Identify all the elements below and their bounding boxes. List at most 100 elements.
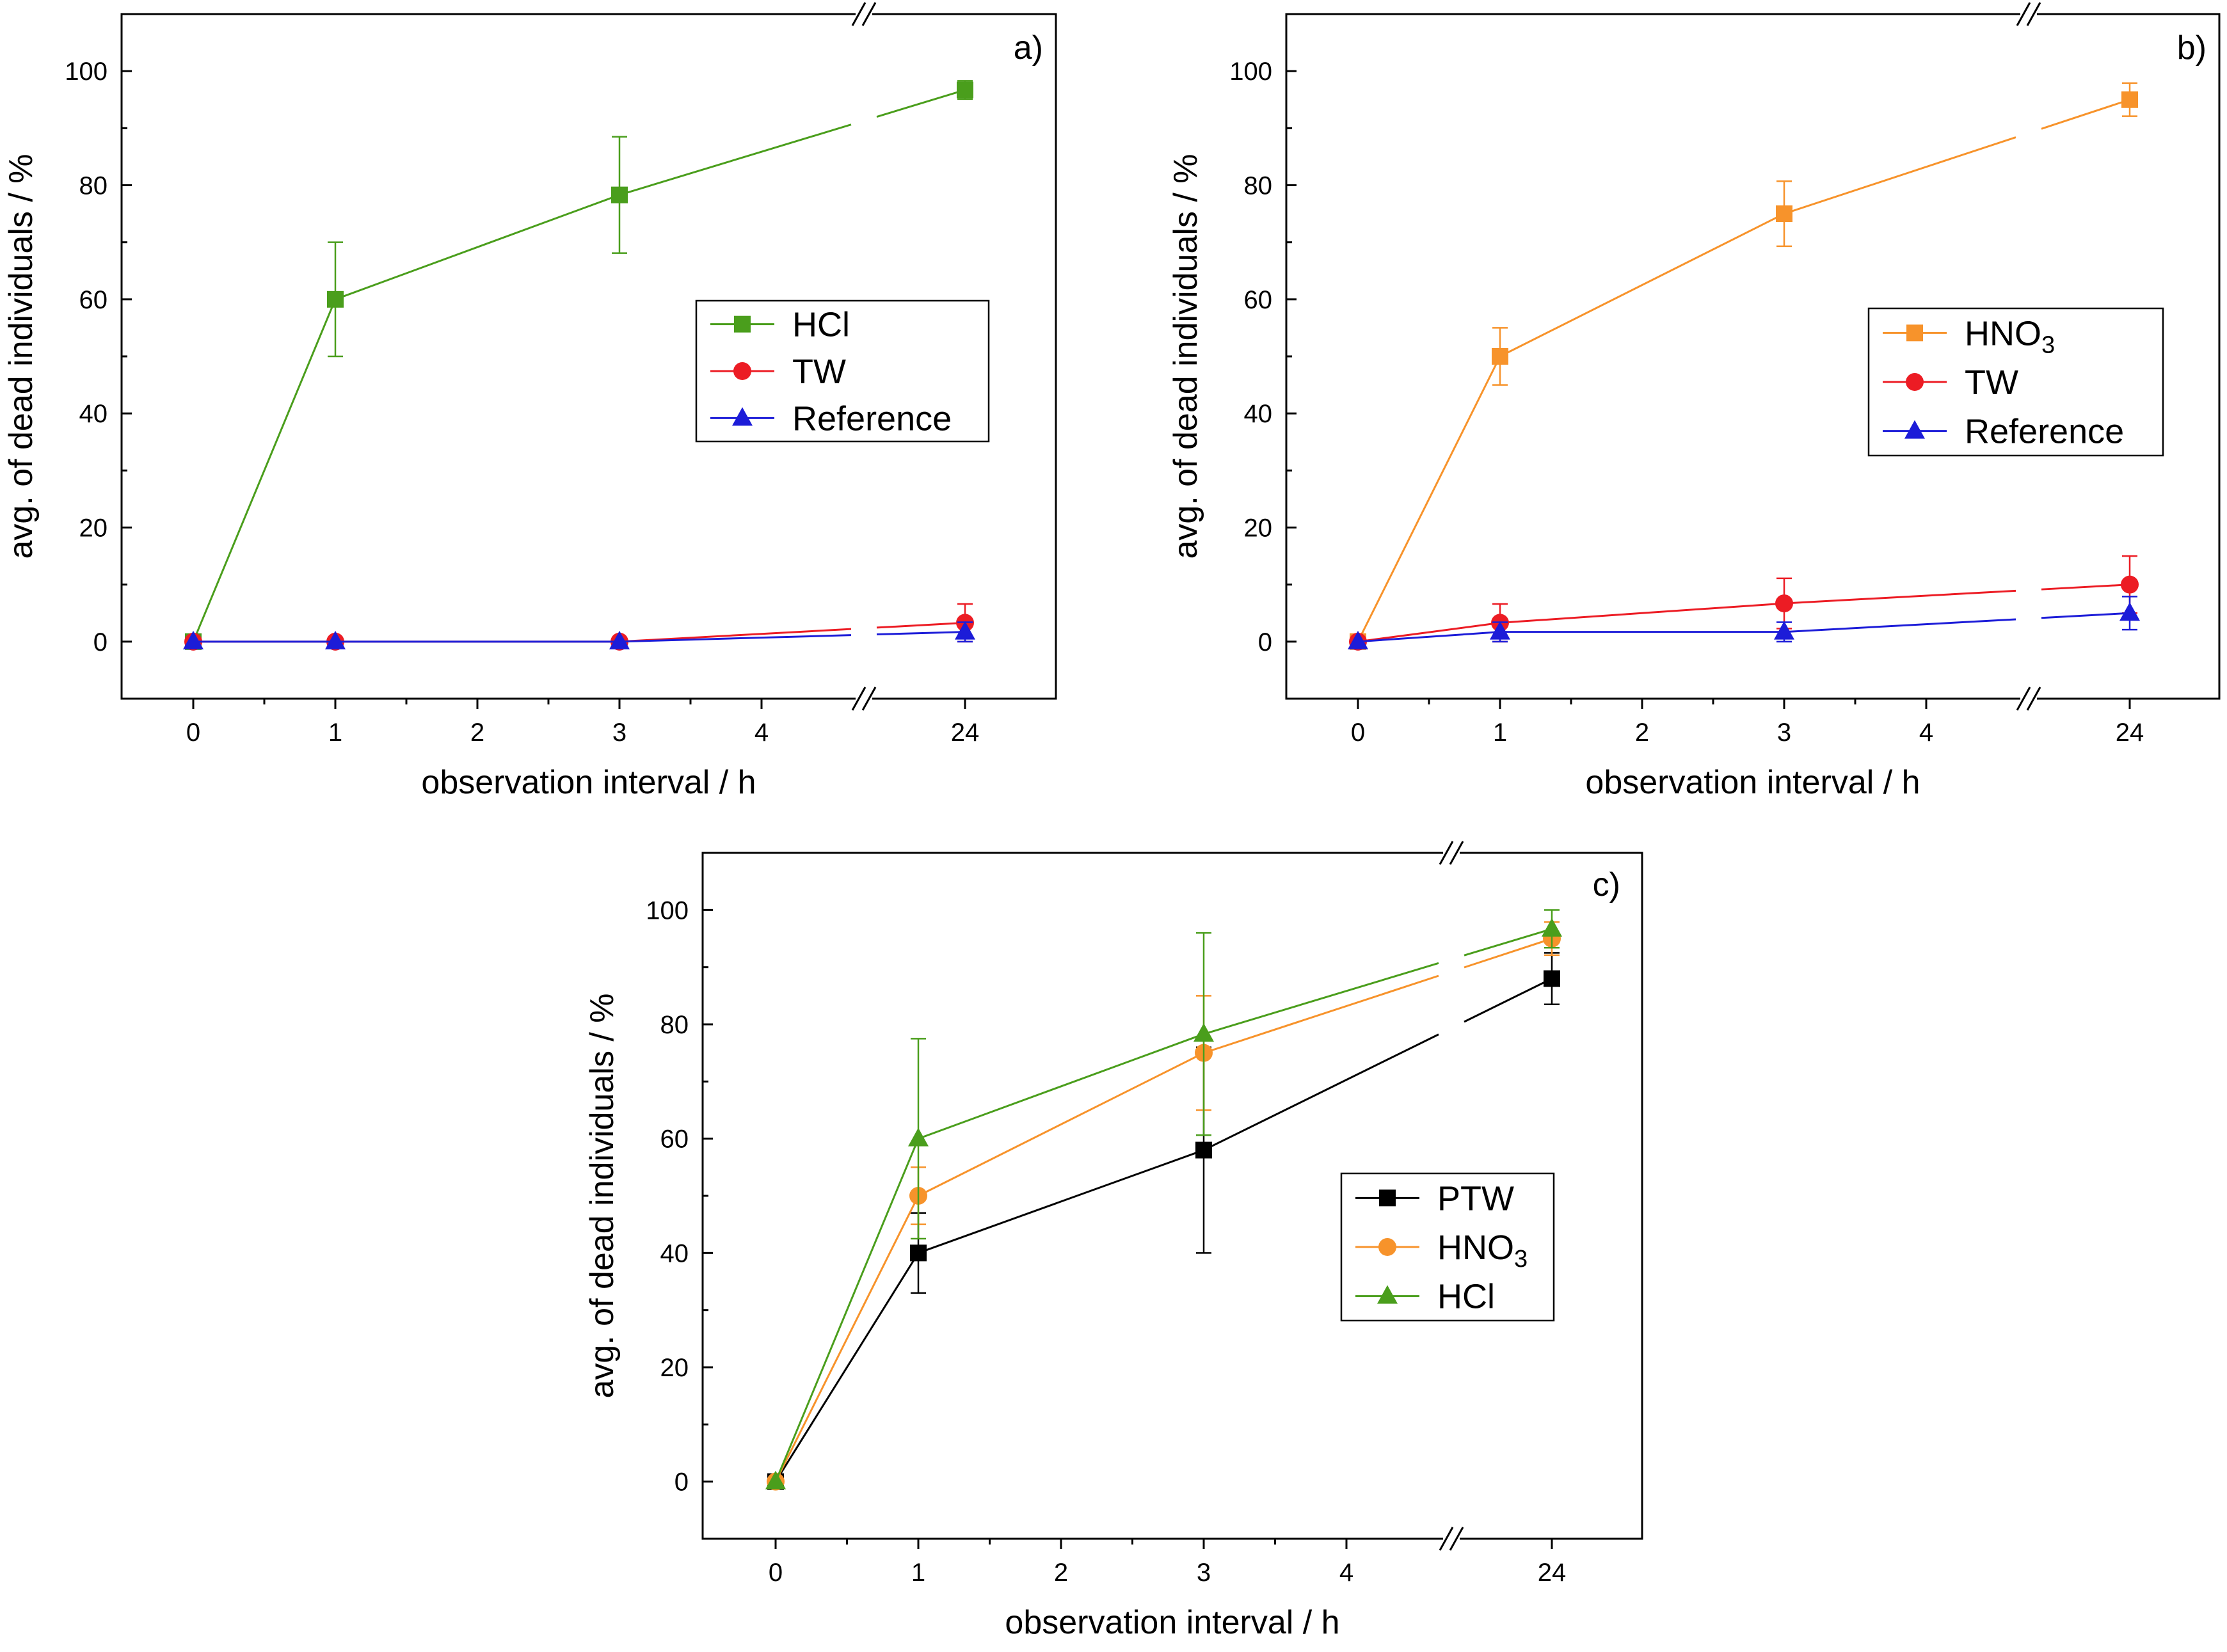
data-point (611, 186, 628, 203)
legend-marker (732, 407, 753, 426)
axis-break-mark (2026, 2, 2041, 26)
series-line (918, 1149, 1204, 1254)
data-point (327, 290, 344, 308)
y-tick-label: 100 (646, 896, 689, 925)
x-tick-label: 3 (612, 719, 627, 747)
data-point (1490, 621, 1510, 640)
series-line (876, 621, 966, 629)
data-point (908, 1127, 929, 1147)
axis-break-mark (861, 687, 877, 711)
series-tw (184, 603, 974, 651)
y-tick-label: 20 (660, 1354, 689, 1382)
x-axis-label: observation interval / h (421, 764, 756, 801)
series-line (1499, 212, 1785, 358)
y-tick-label: 100 (65, 58, 108, 86)
data-point (183, 630, 204, 649)
y-tick-label: 40 (660, 1239, 689, 1267)
x-tick-label: 4 (1339, 1559, 1353, 1587)
data-point (1544, 970, 1560, 987)
series-line (774, 1195, 920, 1482)
legend: HCl TW Reference (695, 299, 990, 443)
legend-label: HNO3 (1437, 1228, 1528, 1273)
axis-break-mark (851, 687, 866, 711)
x-tick-label: 24 (2116, 719, 2144, 747)
x-tick-label: 2 (1054, 1559, 1068, 1587)
legend-marker (1377, 1285, 1398, 1304)
data-point (2119, 602, 2140, 621)
series-line (918, 1033, 1204, 1140)
data-point (1348, 630, 1368, 649)
series-line (1784, 136, 2016, 215)
series-line (1464, 928, 1553, 957)
x-tick-label: 4 (754, 719, 769, 747)
x-axis-label: observation interval / h (1005, 1604, 1339, 1641)
series-line (619, 628, 852, 643)
series-line (1464, 978, 1553, 1023)
data-point (325, 630, 346, 649)
legend-label: HNO3 (1965, 314, 2055, 358)
series-line (918, 1052, 1204, 1197)
chart-panel-3: 0 20 40 60 80 100 0 1 2 3 4 24 observation interval … (584, 841, 1643, 1641)
series-line (876, 631, 966, 636)
x-tick-label: 3 (1777, 719, 1791, 747)
series-line (2041, 99, 2130, 130)
y-axis-label: avg. of dead individuals / % (1167, 154, 1204, 559)
series-line (619, 123, 852, 196)
y-tick-label: 80 (1244, 172, 1273, 200)
x-tick-label: 1 (911, 1559, 925, 1587)
data-point (2121, 575, 2139, 594)
y-axis-label: avg. of dead individuals / % (3, 154, 40, 559)
legend-subscript: 3 (2041, 331, 2055, 358)
legend-marker (1904, 420, 1925, 439)
axis-break-mark (1449, 1527, 1464, 1551)
panel-label: b) (2177, 29, 2207, 67)
series-line (2041, 584, 2130, 591)
x-tick-label: 2 (1635, 719, 1649, 747)
x-tick-label: 1 (328, 719, 342, 747)
series-reference (183, 621, 975, 649)
x-tick-label: 24 (1538, 1559, 1567, 1587)
series-line (1357, 621, 1501, 643)
series-line (1203, 962, 1439, 1035)
axis-break-mark (1449, 841, 1464, 865)
series-line (774, 1252, 920, 1482)
y-tick-label: 0 (1258, 628, 1272, 656)
series-hcl (765, 909, 1562, 1489)
x-tick-label: 2 (470, 719, 484, 747)
axis-break-mark (2026, 687, 2041, 711)
x-tick-label: 0 (1351, 719, 1365, 747)
chart-panel-1: 0 20 40 60 80 100 0 1 2 3 4 24 observation interval … (3, 2, 1057, 801)
legend-marker (733, 362, 751, 380)
x-axis-label: observation interval / h (1585, 764, 1920, 801)
data-point (1776, 205, 1792, 223)
data-point (1542, 917, 1562, 937)
legend-label: TW (1965, 363, 2018, 402)
series-line (335, 194, 620, 301)
legend: HNO3 TW Reference (1867, 307, 2164, 457)
legend-marker (1378, 1238, 1396, 1256)
axis-break-mark (1439, 841, 1454, 865)
axis-break-mark (1439, 1527, 1454, 1551)
x-tick-label: 1 (1493, 719, 1507, 747)
x-tick-label: 4 (1919, 719, 1933, 747)
series-line (1203, 1033, 1439, 1151)
chart-panel-2: 0 20 40 60 80 100 0 1 2 3 4 24 observation interval … (1167, 2, 2221, 801)
y-tick-label: 100 (1229, 58, 1272, 86)
series-line (1784, 618, 2016, 633)
data-point (1193, 1023, 1214, 1042)
x-tick-label: 24 (951, 719, 980, 747)
y-tick-label: 0 (674, 1468, 689, 1497)
series-line (619, 634, 852, 643)
y-axis-label: avg. of dead individuals / % (584, 993, 621, 1398)
data-point (765, 1470, 786, 1489)
series-line (876, 89, 966, 118)
legend: PTW HNO3 HCl (1340, 1172, 1555, 1322)
panel-label: c) (1593, 866, 1620, 903)
series-tw (1349, 555, 2139, 651)
data-point (910, 1244, 927, 1262)
legend-marker (1906, 324, 1923, 342)
axis-break-mark (861, 2, 877, 26)
data-point (1195, 1141, 1212, 1159)
series-line (1464, 937, 1553, 969)
